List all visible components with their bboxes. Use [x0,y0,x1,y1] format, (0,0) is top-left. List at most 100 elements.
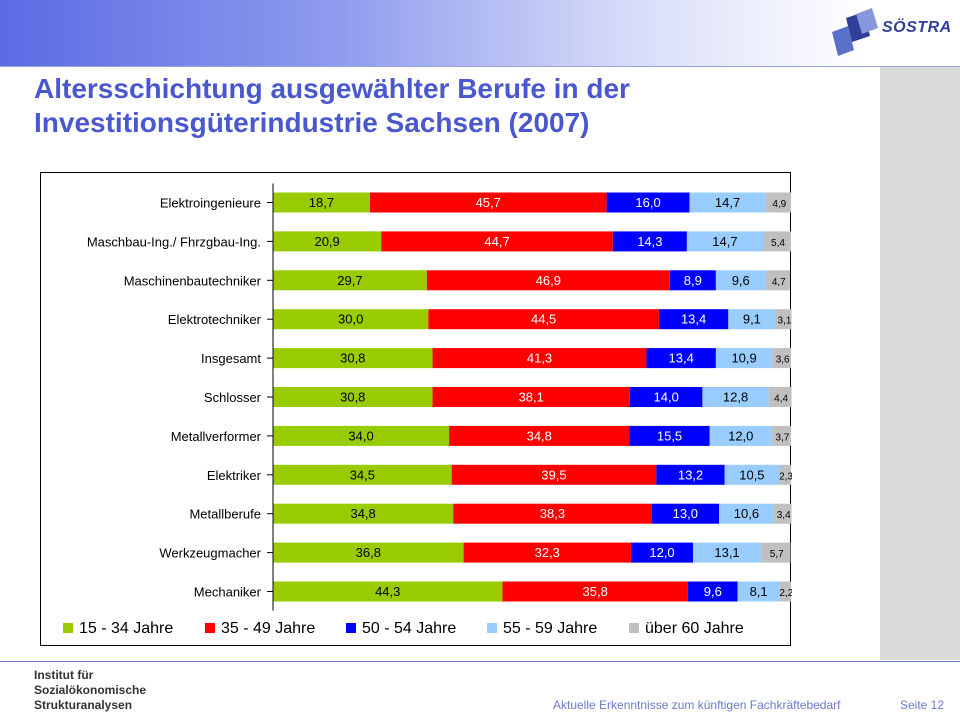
bar-segment [763,231,791,252]
header-band [0,0,960,66]
data-label: 8,9 [684,273,702,288]
data-label: 44,7 [484,234,509,249]
legend-swatch [629,623,639,633]
bar-segment [737,581,780,602]
bar-segment [669,270,716,291]
bar-segment [273,270,427,291]
category-label: Maschbau-Ing./ Fhrzgbau-Ing. [87,234,261,249]
bar-segment [451,464,657,485]
bar-segment [629,425,710,446]
category-label: Metallverformer [171,429,262,444]
bar-segment [715,348,773,369]
data-label: 12,8 [723,390,748,405]
bar-segment [651,503,719,524]
data-label: 35,8 [583,584,608,599]
bar-segment [724,464,780,485]
bar-segment [656,464,725,485]
bar-segment [273,503,454,524]
bar-segment [273,425,450,446]
bar-segment [768,387,792,407]
bar-segment [502,581,688,602]
data-label: 9,6 [704,584,722,599]
category-label: Elektrotechniker [168,312,262,327]
page-title: Altersschichtung ausgewählter Berufe in … [34,72,834,140]
legend-label: 55 - 59 Jahre [503,620,597,637]
data-label: 30,0 [338,312,363,327]
data-label: 15,5 [657,428,682,443]
data-label: 12,0 [649,545,674,560]
category-label: Insgesamt [201,351,261,366]
data-label: 29,7 [337,273,362,288]
bar-segment [646,348,716,369]
institute-line: Sozialökonomische [34,683,147,697]
bar-segment [273,348,433,369]
data-label: 44,5 [531,312,556,327]
bar-segment [432,387,630,407]
bar-segment [273,231,382,252]
bar-segment [773,503,792,524]
category-label: Metallberufe [189,507,261,522]
data-label: 16,0 [635,195,660,210]
data-label: 44,3 [375,584,400,599]
legend-swatch [205,623,215,633]
title-line-1: Altersschichtung ausgewählter Berufe in … [34,73,630,104]
bar-segment [775,309,792,330]
data-label: 8,1 [750,584,768,599]
data-label: 36,8 [356,545,381,560]
bar-segment [432,348,647,369]
data-label: 2,2 [779,588,792,599]
data-label: 3,1 [778,316,792,327]
data-label: 3,4 [777,510,791,521]
header-divider [0,66,960,67]
bar-segment [687,581,738,602]
bar-segment [612,231,687,252]
bar-segment [273,542,464,563]
data-label: 12,0 [728,428,753,443]
legend-label: 15 - 34 Jahre [79,620,173,637]
institute-line: Strukturanalysen [34,698,133,712]
bar-segment [273,581,503,602]
data-label: 10,9 [731,351,756,366]
bar-segment [453,503,652,524]
data-label: 14,7 [712,234,737,249]
category-label: Elektriker [207,468,262,483]
data-label: 2,3 [779,471,792,482]
data-label: 9,6 [732,273,750,288]
category-label: Werkzeugmacher [159,546,261,561]
data-label: 14,7 [715,195,740,210]
bar-segment [715,270,766,291]
bar-segment [428,309,659,330]
data-label: 39,5 [541,467,566,482]
legend-swatch [346,623,356,633]
data-label: 30,8 [340,351,365,366]
data-label: 20,9 [314,234,339,249]
bar-segment [629,387,703,407]
data-label: 10,6 [734,506,759,521]
data-label: 4,9 [772,199,786,210]
bar-segment [779,581,791,602]
bar-segment [728,309,776,330]
legend-label: 50 - 54 Jahre [362,620,456,637]
bar-segment [709,425,772,446]
bar-segment [381,231,613,252]
data-label: 13,4 [669,351,694,366]
bar-segment [693,542,761,563]
data-label: 5,4 [771,238,785,249]
logo-text: SÖSTRA [882,19,952,36]
bar-segment [765,270,790,291]
institute-line: Institut für [34,668,94,682]
bar-segment [702,387,769,407]
bar-segment [772,348,791,369]
bar-segment [630,542,694,563]
data-label: 14,0 [654,390,679,405]
bar-segment [689,192,766,213]
bar-segment [273,309,429,330]
cube-logo-icon [832,8,878,56]
bar-segment [426,270,670,291]
category-label: Elektroingenieure [160,196,261,211]
data-label: 38,3 [540,506,565,521]
footer-text: Aktuelle Erkenntnisse zum künftigen Fach… [553,698,841,712]
data-label: 30,8 [340,390,365,405]
bar-segment [273,192,370,213]
stacked-bar-chart: Elektroingenieure 18,7 45,7 16,0 14,7 4,9 Masc… [63,183,792,637]
